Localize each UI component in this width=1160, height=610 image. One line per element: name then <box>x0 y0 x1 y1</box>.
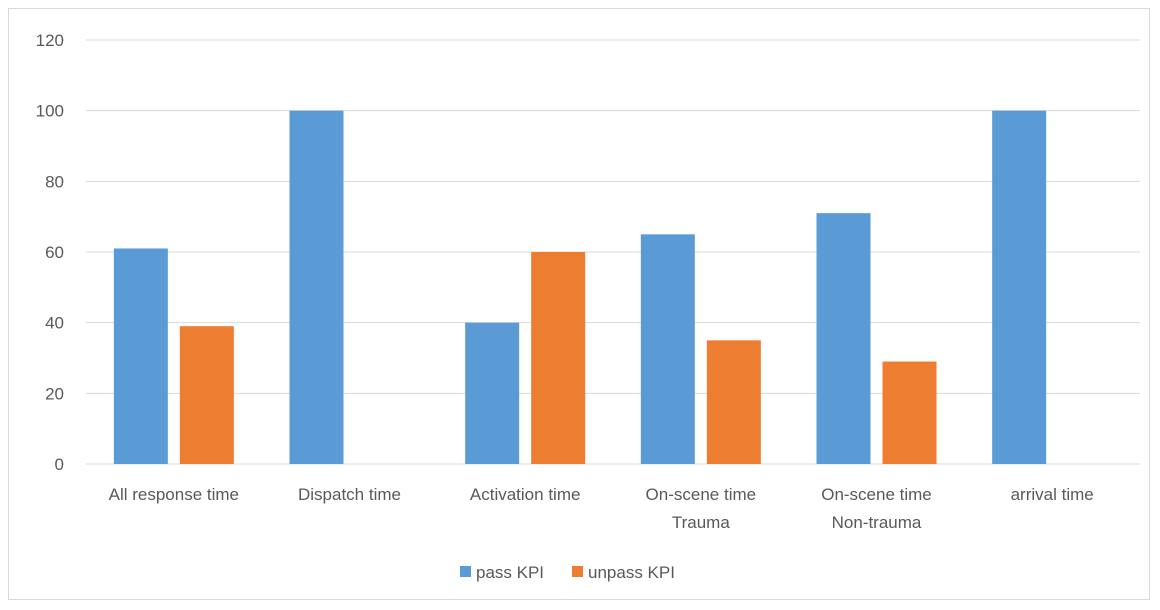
bar-pass-kpi-1 <box>289 110 344 465</box>
y-tick-label: 40 <box>45 314 64 333</box>
x-category-label: On-scene time <box>821 485 932 504</box>
x-category-label: Non-trauma <box>832 513 922 532</box>
legend-swatch-unpass-kpi <box>572 566 583 577</box>
x-axis-labels: All response time Dispatch time Activation… <box>109 485 1094 532</box>
bar-pass-kpi-5 <box>992 110 1047 465</box>
x-category-label: Trauma <box>672 513 730 532</box>
x-category-label: Dispatch time <box>298 485 401 504</box>
y-tick-label: 120 <box>36 31 64 50</box>
legend-swatch-pass-kpi <box>460 566 471 577</box>
bar-unpass-kpi-0 <box>179 326 234 464</box>
legend-label: unpass KPI <box>588 563 675 582</box>
bar-pass-kpi-2 <box>465 322 520 464</box>
x-category-label: All response time <box>109 485 239 504</box>
legend-label: pass KPI <box>476 563 544 582</box>
y-tick-label: 0 <box>55 455 64 474</box>
x-category-label: On-scene time <box>646 485 757 504</box>
bar-unpass-kpi-3 <box>706 340 761 464</box>
y-tick-label: 80 <box>45 172 64 191</box>
bar-unpass-kpi-4 <box>882 361 937 464</box>
x-category-label: arrival time <box>1011 485 1094 504</box>
x-category-label: Activation time <box>470 485 581 504</box>
y-tick-label: 60 <box>45 243 64 262</box>
bars <box>113 110 1047 465</box>
bar-pass-kpi-0 <box>113 248 168 464</box>
bar-pass-kpi-3 <box>640 234 695 464</box>
y-axis-ticks: 0 20 40 60 80 100 120 <box>36 31 64 474</box>
bar-pass-kpi-4 <box>816 213 871 464</box>
gridlines <box>86 39 1140 465</box>
y-tick-label: 20 <box>45 384 64 403</box>
y-tick-label: 100 <box>36 102 64 121</box>
bar-unpass-kpi-2 <box>531 252 586 464</box>
legend: pass KPI unpass KPI <box>460 563 675 582</box>
